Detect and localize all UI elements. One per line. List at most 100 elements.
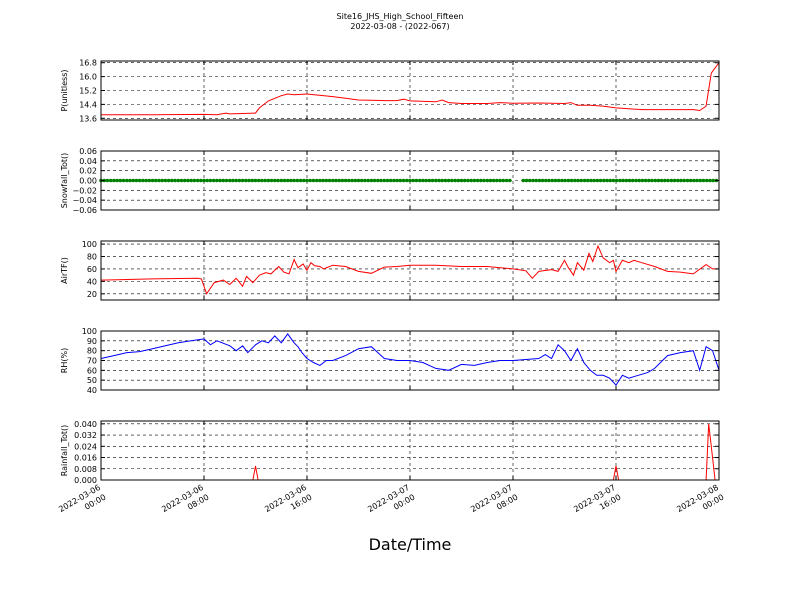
data-point-snowfall bbox=[208, 178, 213, 183]
data-point-snowfall bbox=[524, 178, 529, 183]
y-axis-label: AirTF() bbox=[60, 257, 69, 284]
data-point-snowfall bbox=[121, 178, 126, 183]
data-point-snowfall bbox=[663, 178, 667, 183]
y-tick-label: 0.008 bbox=[74, 465, 97, 474]
data-point-snowfall bbox=[395, 178, 399, 183]
data-point-snowfall bbox=[379, 178, 383, 183]
data-point-snowfall bbox=[211, 178, 216, 183]
data-point-snowfall bbox=[640, 178, 645, 183]
data-point-snowfall bbox=[228, 178, 232, 183]
data-point-snowfall bbox=[434, 178, 438, 183]
data-point-snowfall bbox=[244, 178, 248, 183]
data-point-snowfall bbox=[221, 178, 226, 183]
data-point-snowfall bbox=[456, 178, 461, 183]
data-point-snowfall bbox=[343, 178, 348, 183]
subplot-rainfall: 0.000 0.008 0.016 0.024 0.032 0.040 Rainfall_T… bbox=[60, 420, 720, 485]
data-point-snowfall bbox=[550, 178, 555, 183]
data-point-snowfall bbox=[359, 178, 364, 183]
data-point-snowfall bbox=[392, 178, 396, 183]
series-line-air-temp bbox=[100, 244, 719, 295]
data-point-snowfall bbox=[598, 178, 603, 183]
data-point-snowfall bbox=[170, 178, 174, 183]
data-point-snowfall bbox=[247, 178, 251, 183]
data-point-snowfall bbox=[443, 178, 448, 183]
y-tick-label: 80 bbox=[87, 253, 97, 262]
data-point-snowfall bbox=[108, 178, 113, 183]
y-tick-label: 100 bbox=[82, 240, 97, 249]
data-point-snowfall bbox=[563, 178, 567, 183]
data-point-snowfall bbox=[446, 178, 451, 183]
series-line-rainfall bbox=[101, 423, 719, 481]
data-point-snowfall bbox=[408, 178, 412, 183]
data-point-snowfall bbox=[624, 178, 629, 183]
data-point-snowfall bbox=[634, 178, 638, 183]
data-point-snowfall bbox=[556, 178, 561, 183]
y-tick-label: −0.06 bbox=[72, 206, 97, 215]
data-point-snowfall bbox=[298, 178, 303, 183]
data-point-snowfall bbox=[137, 178, 142, 183]
data-point-snowfall bbox=[488, 178, 493, 183]
subplots: 13.614.415.216.016.8P(unitless)−0.06−0.0… bbox=[60, 59, 720, 485]
data-point-snowfall bbox=[450, 178, 454, 183]
data-point-snowfall bbox=[141, 178, 145, 183]
data-point-snowfall bbox=[237, 178, 242, 183]
data-point-snowfall bbox=[195, 178, 200, 183]
data-point-snowfall bbox=[157, 178, 161, 183]
y-tick-label: 0.032 bbox=[74, 431, 97, 440]
y-tick-label: 0.06 bbox=[79, 147, 97, 156]
data-point-snowfall bbox=[256, 178, 261, 183]
data-point-snowfall bbox=[353, 178, 358, 183]
data-point-snowfall bbox=[234, 178, 238, 183]
y-tick-label: 13.6 bbox=[79, 114, 97, 123]
data-point-snowfall bbox=[472, 178, 477, 183]
data-point-snowfall bbox=[659, 178, 664, 183]
data-point-snowfall bbox=[260, 178, 264, 183]
data-point-snowfall bbox=[369, 178, 374, 183]
data-point-snowfall bbox=[630, 178, 635, 183]
data-point-snowfall bbox=[621, 178, 625, 183]
data-point-snowfall bbox=[131, 178, 135, 183]
data-point-snowfall bbox=[705, 178, 709, 183]
data-point-snowfall bbox=[376, 178, 380, 183]
data-point-snowfall bbox=[627, 178, 632, 183]
data-point-snowfall bbox=[569, 178, 574, 183]
data-point-snowfall bbox=[334, 178, 338, 183]
y-axis-label: Rainfall_Tot() bbox=[60, 425, 69, 477]
data-point-snowfall bbox=[305, 178, 309, 183]
data-point-snowfall bbox=[356, 178, 361, 183]
y-tick-label: 100 bbox=[82, 327, 97, 336]
data-point-snowfall bbox=[150, 178, 155, 183]
data-point-snowfall bbox=[534, 178, 538, 183]
data-point-snowfall bbox=[405, 178, 409, 183]
data-point-snowfall bbox=[115, 178, 119, 183]
y-tick-label: 0.040 bbox=[74, 420, 97, 429]
data-point-snowfall bbox=[202, 178, 206, 183]
y-tick-label: 40 bbox=[87, 277, 97, 286]
y-tick-label: 0.024 bbox=[74, 442, 97, 451]
y-tick-label: 0.02 bbox=[79, 167, 97, 176]
data-point-snowfall bbox=[637, 178, 641, 183]
data-point-snowfall bbox=[308, 178, 313, 183]
data-point-snowfall bbox=[614, 178, 619, 183]
data-point-snowfall bbox=[485, 178, 490, 183]
data-point-snowfall bbox=[134, 178, 139, 183]
data-point-snowfall bbox=[128, 178, 132, 183]
data-point-snowfall bbox=[324, 178, 329, 183]
data-point-snowfall bbox=[417, 178, 422, 183]
y-tick-label: 16.8 bbox=[79, 59, 97, 68]
data-point-snowfall bbox=[340, 178, 345, 183]
y-tick-label: 0.016 bbox=[74, 454, 97, 463]
data-point-snowfall bbox=[576, 178, 580, 183]
data-point-snowfall bbox=[469, 178, 474, 183]
y-axis-label: P(unitless) bbox=[60, 69, 69, 111]
data-point-snowfall bbox=[618, 178, 622, 183]
series-line-rh bbox=[100, 333, 720, 386]
data-point-snowfall bbox=[231, 178, 235, 183]
y-tick-label: −0.04 bbox=[72, 196, 97, 205]
data-point-snowfall bbox=[421, 178, 425, 183]
data-point-snowfall bbox=[118, 178, 123, 183]
